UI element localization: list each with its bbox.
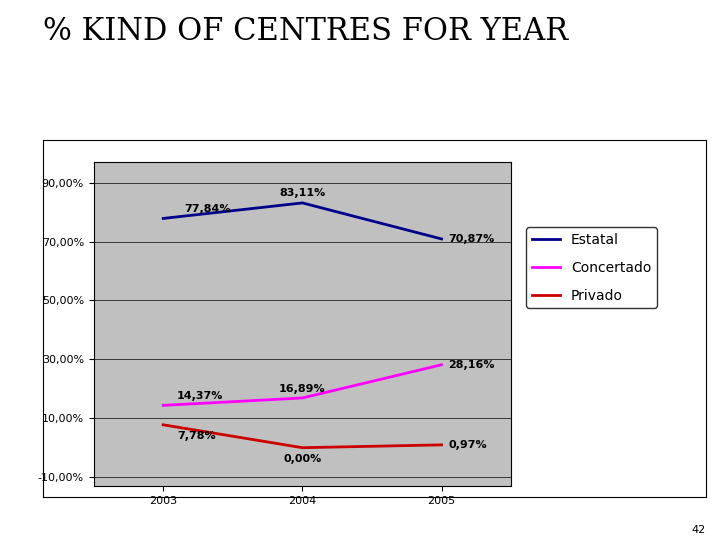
Legend: Estatal, Concertado, Privado: Estatal, Concertado, Privado [526, 227, 657, 308]
Text: 77,84%: 77,84% [184, 204, 230, 213]
Text: 16,89%: 16,89% [279, 383, 325, 394]
Text: 14,37%: 14,37% [177, 391, 223, 401]
Text: 70,87%: 70,87% [449, 234, 495, 244]
Text: 28,16%: 28,16% [449, 360, 495, 370]
Text: 7,78%: 7,78% [177, 430, 216, 441]
Text: 0,00%: 0,00% [283, 454, 322, 464]
Text: 42: 42 [691, 524, 706, 535]
Text: 0,97%: 0,97% [449, 440, 487, 450]
Text: % KIND OF CENTRES FOR YEAR: % KIND OF CENTRES FOR YEAR [43, 16, 568, 47]
Text: 83,11%: 83,11% [279, 188, 325, 198]
